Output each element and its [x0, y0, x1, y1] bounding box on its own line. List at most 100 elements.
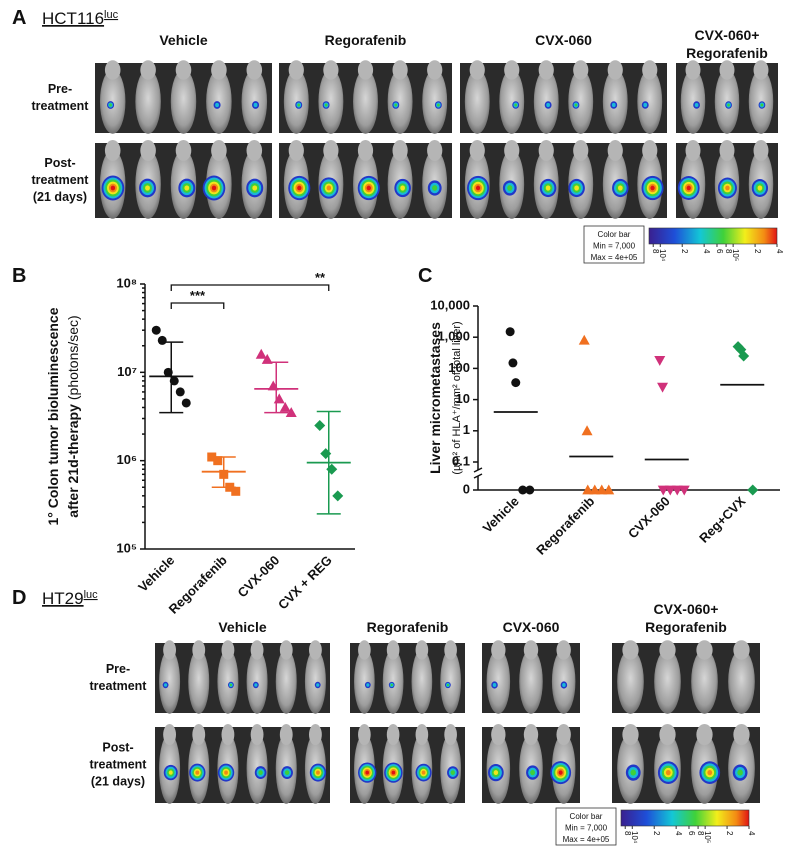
signal-blob [326, 185, 332, 191]
mouse-head [444, 723, 457, 746]
color-bar-tick-label: 2 [725, 831, 734, 836]
row-label: Post- [44, 156, 75, 170]
mouse-head [279, 640, 293, 660]
mouse-head [622, 723, 639, 746]
color-bar-tick-label: 4 [775, 249, 784, 254]
data-point [657, 382, 669, 393]
row-label: treatment [90, 757, 148, 771]
mouse-head [392, 60, 408, 80]
x-tick-label: Vehicle [480, 494, 522, 536]
image-bg [155, 643, 330, 713]
mouse-body [99, 69, 126, 134]
color-bar [648, 227, 778, 245]
signal-blob [643, 102, 648, 108]
data-point [181, 398, 191, 408]
mouse-head [642, 140, 658, 161]
signal-blob [432, 185, 438, 191]
data-point [596, 484, 608, 495]
data-point [671, 485, 683, 496]
signal-blob [562, 683, 566, 687]
data-point [261, 353, 273, 364]
signal-blob [211, 185, 217, 191]
mouse-body [170, 69, 197, 134]
mouse-body [246, 649, 268, 714]
y-axis-label-line2: after 21d-therapy [65, 404, 81, 518]
mouse-head [288, 60, 304, 80]
group-header: Regorafenib [367, 619, 449, 635]
mouse-head [573, 140, 589, 161]
signal-blob [110, 185, 116, 191]
color-bar-text: Max = 4e+05 [563, 835, 610, 844]
image-panel [460, 60, 667, 134]
image-bg [460, 143, 667, 218]
mouse-body [680, 69, 706, 134]
image-panel [482, 723, 580, 804]
image-panel [95, 140, 272, 219]
color-bar-tick-label: 8 [696, 831, 705, 836]
data-point [525, 485, 535, 495]
mouse-body [714, 69, 740, 134]
signal-blob [184, 185, 190, 191]
mouse-body [568, 69, 594, 134]
mouse-head [279, 723, 293, 746]
data-point [285, 407, 297, 418]
image-panel [279, 60, 452, 134]
mouse-head [659, 640, 676, 660]
mouse-body [499, 69, 525, 134]
mouse-body [387, 69, 413, 134]
mouse-head [288, 140, 304, 161]
mouse-head [491, 723, 506, 746]
signal-blob [297, 185, 302, 191]
signal-blob [253, 102, 258, 108]
row-label: treatment [90, 679, 148, 693]
mouse-body [411, 649, 433, 714]
y-tick-label: 10 [456, 391, 470, 406]
row-label: treatment [32, 173, 90, 187]
image-panel [350, 640, 465, 714]
mouse-body [486, 649, 511, 714]
y-axis-label-main: 1° Colon tumor bioluminescence [45, 307, 61, 525]
color-bar-text: Min = 7,000 [593, 242, 636, 251]
group-header: CVX-060 [503, 619, 560, 635]
color-bar-tick-label: 10⁵ [703, 831, 712, 843]
mouse-head [573, 60, 589, 80]
data-point [332, 490, 344, 502]
data-point [326, 463, 338, 475]
y-tick-label: 10,000 [430, 297, 470, 312]
signal-blob [760, 103, 764, 107]
mouse-body [135, 69, 161, 134]
mouse-head [323, 60, 339, 80]
panel-label: A [12, 7, 26, 29]
panel-label: D [12, 587, 26, 609]
mouse-body [440, 649, 461, 714]
signal-blob [507, 185, 513, 191]
y-axis-label: after 21d-therapy (photons/sec) [65, 315, 81, 517]
sig-bracket [170, 284, 330, 291]
image-panel [350, 723, 465, 804]
image-panel [155, 723, 330, 804]
signal-blob [545, 185, 551, 191]
mouse-body [533, 69, 559, 134]
group-header: Vehicle [159, 32, 207, 48]
group-header: CVX-060 [535, 32, 592, 48]
signal-blob [437, 103, 440, 107]
sig-label: ** [315, 270, 326, 285]
row-label: (21 days) [91, 774, 145, 788]
mouse-head [753, 140, 769, 161]
data-point [175, 387, 185, 397]
panel-title-sup: luc [84, 589, 99, 601]
mouse-head [607, 140, 623, 161]
row-label: Pre- [106, 662, 130, 676]
signal-blob [492, 683, 497, 687]
data-point [657, 485, 669, 496]
panel-label: C [418, 265, 432, 287]
y-axis-label-main: Liver micrometastases [427, 322, 443, 474]
mouse-head [386, 723, 400, 746]
mouse-head [504, 140, 520, 161]
mouse-head [358, 640, 371, 660]
mouse-body [728, 649, 755, 714]
data-point [231, 486, 241, 496]
signal-blob [224, 770, 228, 775]
data-point [664, 485, 676, 496]
mouse-body [283, 69, 309, 134]
